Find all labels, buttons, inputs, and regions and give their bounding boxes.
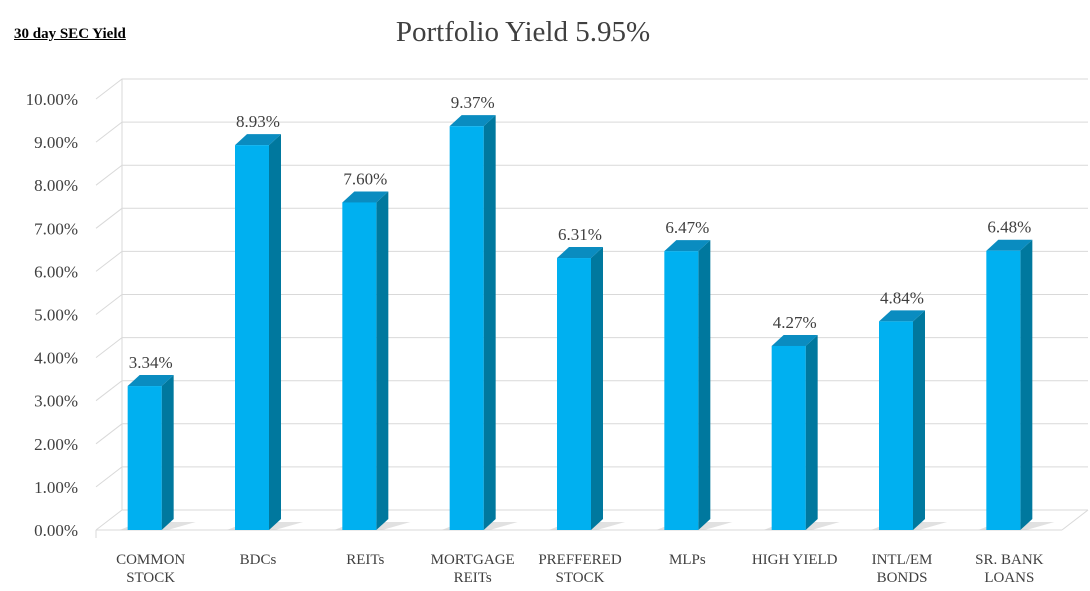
bar-top: [986, 239, 1033, 251]
bar: [342, 202, 377, 530]
bar-top: [235, 134, 281, 146]
y-tick-label: 1.00%: [34, 478, 78, 497]
gridline: [95, 121, 1088, 143]
y-tick-label: 8.00%: [34, 176, 78, 195]
gridline: [95, 423, 1088, 445]
category-label: COMMON STOCK: [116, 552, 185, 586]
gridline: [95, 294, 1088, 315]
category-label: REITs: [346, 552, 384, 568]
bar-top: [664, 240, 711, 252]
data-label: 7.60%: [343, 169, 387, 188]
chart-title: Portfolio Yield 5.95%: [395, 16, 651, 48]
bar-top: [342, 191, 389, 203]
bar: [986, 250, 1021, 530]
bar: [879, 321, 913, 530]
category-label: PREFFERED STOCK: [538, 552, 622, 586]
bar: [664, 251, 699, 530]
gridline: [95, 250, 1088, 272]
bar: [557, 258, 591, 530]
bar-side: [376, 191, 389, 530]
bar-top: [127, 375, 174, 387]
category-label: BDCs: [240, 552, 277, 568]
corner-label: 30 day SEC Yield: [14, 26, 126, 42]
floor-right-edge: [1061, 509, 1089, 531]
data-label: 4.27%: [773, 313, 817, 332]
bar-top: [879, 310, 925, 322]
gridline: [95, 207, 1088, 229]
data-label: 4.84%: [880, 288, 924, 307]
bar-side: [269, 134, 281, 530]
gridline: [95, 509, 1088, 531]
bar: [127, 386, 162, 530]
gridline: [95, 380, 1088, 402]
y-tick-label: 0.00%: [34, 521, 78, 540]
y-tick-label: 7.00%: [34, 219, 78, 238]
gridline: [95, 164, 1088, 186]
bar-side: [483, 115, 496, 530]
category-label: MORTGAGE REITs: [431, 552, 515, 586]
bar-side: [913, 310, 925, 530]
data-label: 6.47%: [665, 218, 709, 237]
bar-side: [591, 247, 603, 530]
y-tick-label: 2.00%: [34, 435, 78, 454]
gridline: [95, 78, 1088, 100]
gridline: [95, 337, 1088, 358]
bar-top: [449, 115, 496, 127]
data-label: 6.48%: [987, 218, 1031, 237]
y-tick-label: 9.00%: [34, 133, 78, 152]
bar-top: [771, 334, 818, 346]
bar-side: [1020, 239, 1033, 530]
bar: [771, 345, 806, 530]
data-label: 8.93%: [236, 112, 280, 131]
bar: [449, 126, 484, 530]
category-label: INTL/EM BONDS: [872, 552, 933, 586]
bar-side: [805, 334, 818, 530]
y-tick-label: 6.00%: [34, 262, 78, 281]
y-tick-label: 4.00%: [34, 349, 78, 368]
y-tick-label: 3.00%: [34, 392, 78, 411]
bar-top: [557, 247, 603, 259]
category-label: HIGH YIELD: [752, 552, 838, 568]
gridline: [95, 466, 1088, 488]
y-tick-label: 5.00%: [34, 306, 78, 325]
data-label: 3.34%: [129, 353, 173, 372]
bar-side: [698, 240, 711, 530]
y-tick-label: 10.00%: [26, 90, 78, 109]
bar: [235, 145, 269, 530]
category-label: MLPs: [669, 552, 706, 568]
bar-side: [161, 375, 174, 530]
category-label: SR. BANK LOANS: [975, 552, 1044, 586]
data-label: 9.37%: [451, 93, 495, 112]
data-label: 6.31%: [558, 225, 602, 244]
